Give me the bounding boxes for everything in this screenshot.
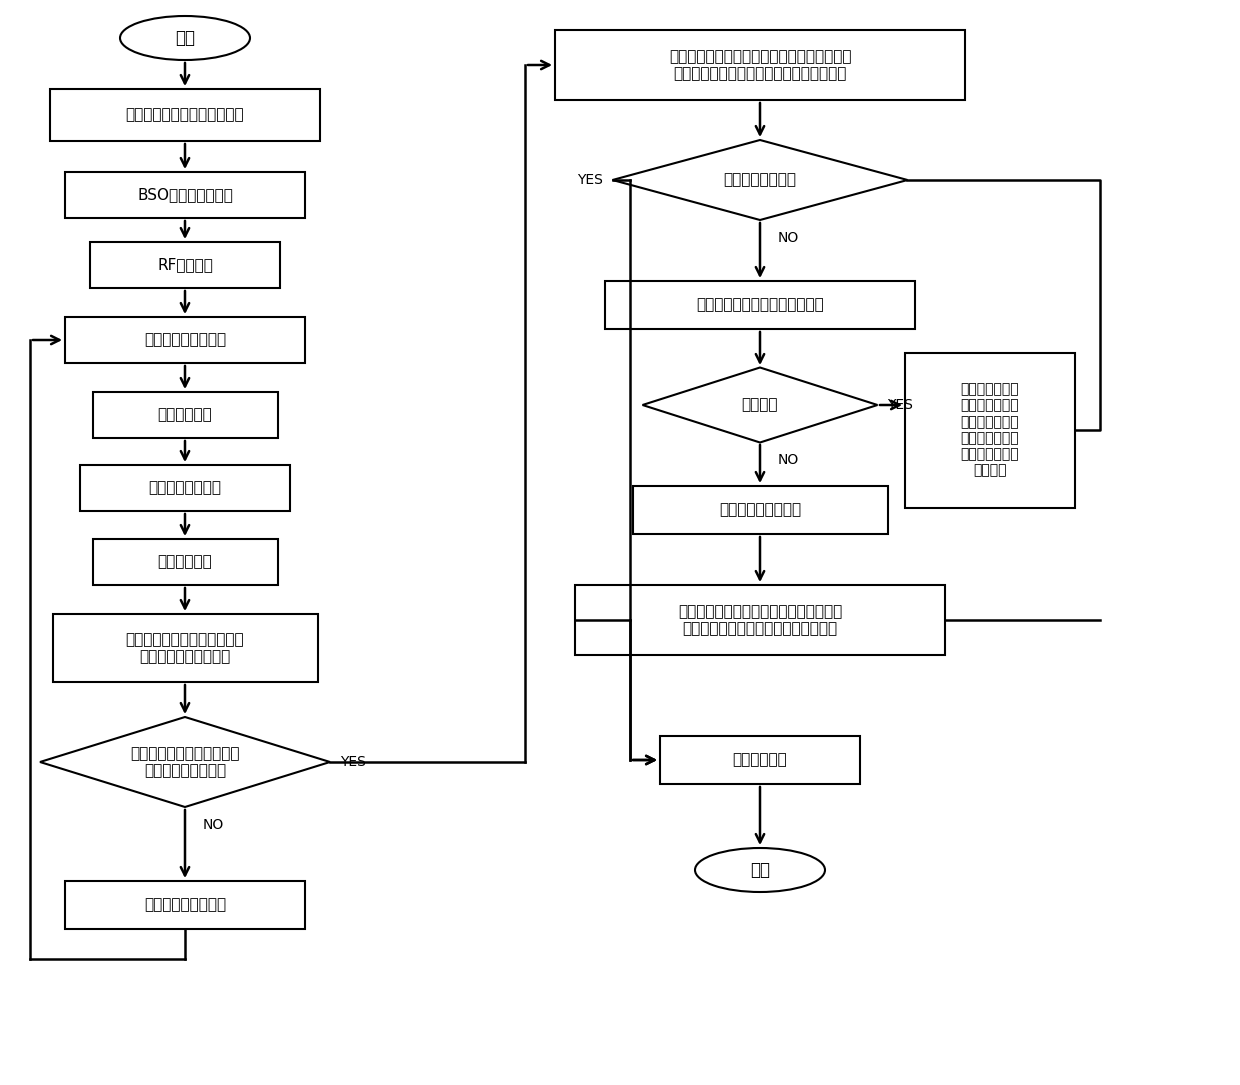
Text: RF算法参数: RF算法参数 bbox=[157, 257, 213, 272]
FancyBboxPatch shape bbox=[81, 465, 290, 511]
FancyBboxPatch shape bbox=[660, 736, 861, 784]
Text: YES: YES bbox=[340, 755, 366, 769]
Text: NO: NO bbox=[203, 818, 224, 832]
Polygon shape bbox=[40, 717, 330, 807]
Text: 满足藐视准则的
最佳状态成为新
解，对应对象替
代最早进入禁忌
表的对象，更新
最优状态: 满足藐视准则的 最佳状态成为新 解，对应对象替 代最早进入禁忌 表的对象，更新 … bbox=[961, 383, 1019, 477]
FancyBboxPatch shape bbox=[64, 317, 305, 363]
FancyBboxPatch shape bbox=[556, 30, 965, 100]
Text: 输出优化结果: 输出优化结果 bbox=[733, 753, 787, 767]
Polygon shape bbox=[613, 140, 908, 220]
Polygon shape bbox=[642, 368, 878, 443]
Text: 开始: 开始 bbox=[175, 29, 195, 47]
Ellipse shape bbox=[120, 16, 250, 60]
Text: 更迭天牛须搜索步长: 更迭天牛须搜索步长 bbox=[144, 897, 226, 912]
Text: 在若干邻域解中选取若干候选解: 在若干邻域解中选取若干候选解 bbox=[696, 297, 823, 312]
Ellipse shape bbox=[694, 848, 825, 892]
FancyBboxPatch shape bbox=[50, 89, 320, 141]
Text: NO: NO bbox=[777, 454, 800, 467]
Text: 结束: 结束 bbox=[750, 861, 770, 879]
FancyBboxPatch shape bbox=[93, 539, 278, 585]
FancyBboxPatch shape bbox=[64, 173, 305, 218]
Text: 藐视准则: 藐视准则 bbox=[742, 397, 779, 412]
Text: 将最优值作为禁忌搜索初始解，利用邻域函数
确定邻域解集和候选解集，求候选解适应度: 将最优值作为禁忌搜索初始解，利用邻域函数 确定邻域解集和候选解集，求候选解适应度 bbox=[668, 49, 851, 81]
Text: 是否达到收敛条件: 是否达到收敛条件 bbox=[723, 173, 796, 188]
FancyBboxPatch shape bbox=[632, 486, 888, 534]
Text: 将非禁忌对象对应的最佳解作为当前解，
并用该对象替代最早进入禁忌表的对象: 将非禁忌对象对应的最佳解作为当前解， 并用该对象替代最早进入禁忌表的对象 bbox=[678, 603, 842, 636]
Text: 更新天牛位置: 更新天牛位置 bbox=[157, 554, 212, 570]
Text: 更新粒子速度函数: 更新粒子速度函数 bbox=[149, 481, 222, 496]
FancyBboxPatch shape bbox=[91, 242, 280, 288]
Text: 确定适应度函数并计算前一时
刻和后一时刻适应度值: 确定适应度函数并计算前一时 刻和后一时刻适应度值 bbox=[125, 631, 244, 664]
Text: 判断是否达到最大迭代次数
或达到迭代精度要求: 判断是否达到最大迭代次数 或达到迭代精度要求 bbox=[130, 745, 239, 778]
FancyBboxPatch shape bbox=[605, 281, 915, 329]
Text: 更新天牛左右须位置: 更新天牛左右须位置 bbox=[144, 332, 226, 347]
FancyBboxPatch shape bbox=[52, 614, 317, 682]
FancyBboxPatch shape bbox=[575, 585, 945, 655]
Text: 计算增量函数: 计算增量函数 bbox=[157, 408, 212, 422]
Text: YES: YES bbox=[887, 398, 913, 412]
FancyBboxPatch shape bbox=[64, 881, 305, 929]
FancyBboxPatch shape bbox=[93, 392, 278, 438]
FancyBboxPatch shape bbox=[905, 353, 1075, 508]
Text: BSO算法参数初始化: BSO算法参数初始化 bbox=[138, 188, 233, 203]
Text: YES: YES bbox=[577, 173, 603, 187]
Text: NO: NO bbox=[777, 231, 800, 245]
Text: 输入数据，并进行归一化处理: 输入数据，并进行归一化处理 bbox=[125, 107, 244, 123]
Text: 候选解禁忌属性判断: 候选解禁忌属性判断 bbox=[719, 502, 801, 518]
